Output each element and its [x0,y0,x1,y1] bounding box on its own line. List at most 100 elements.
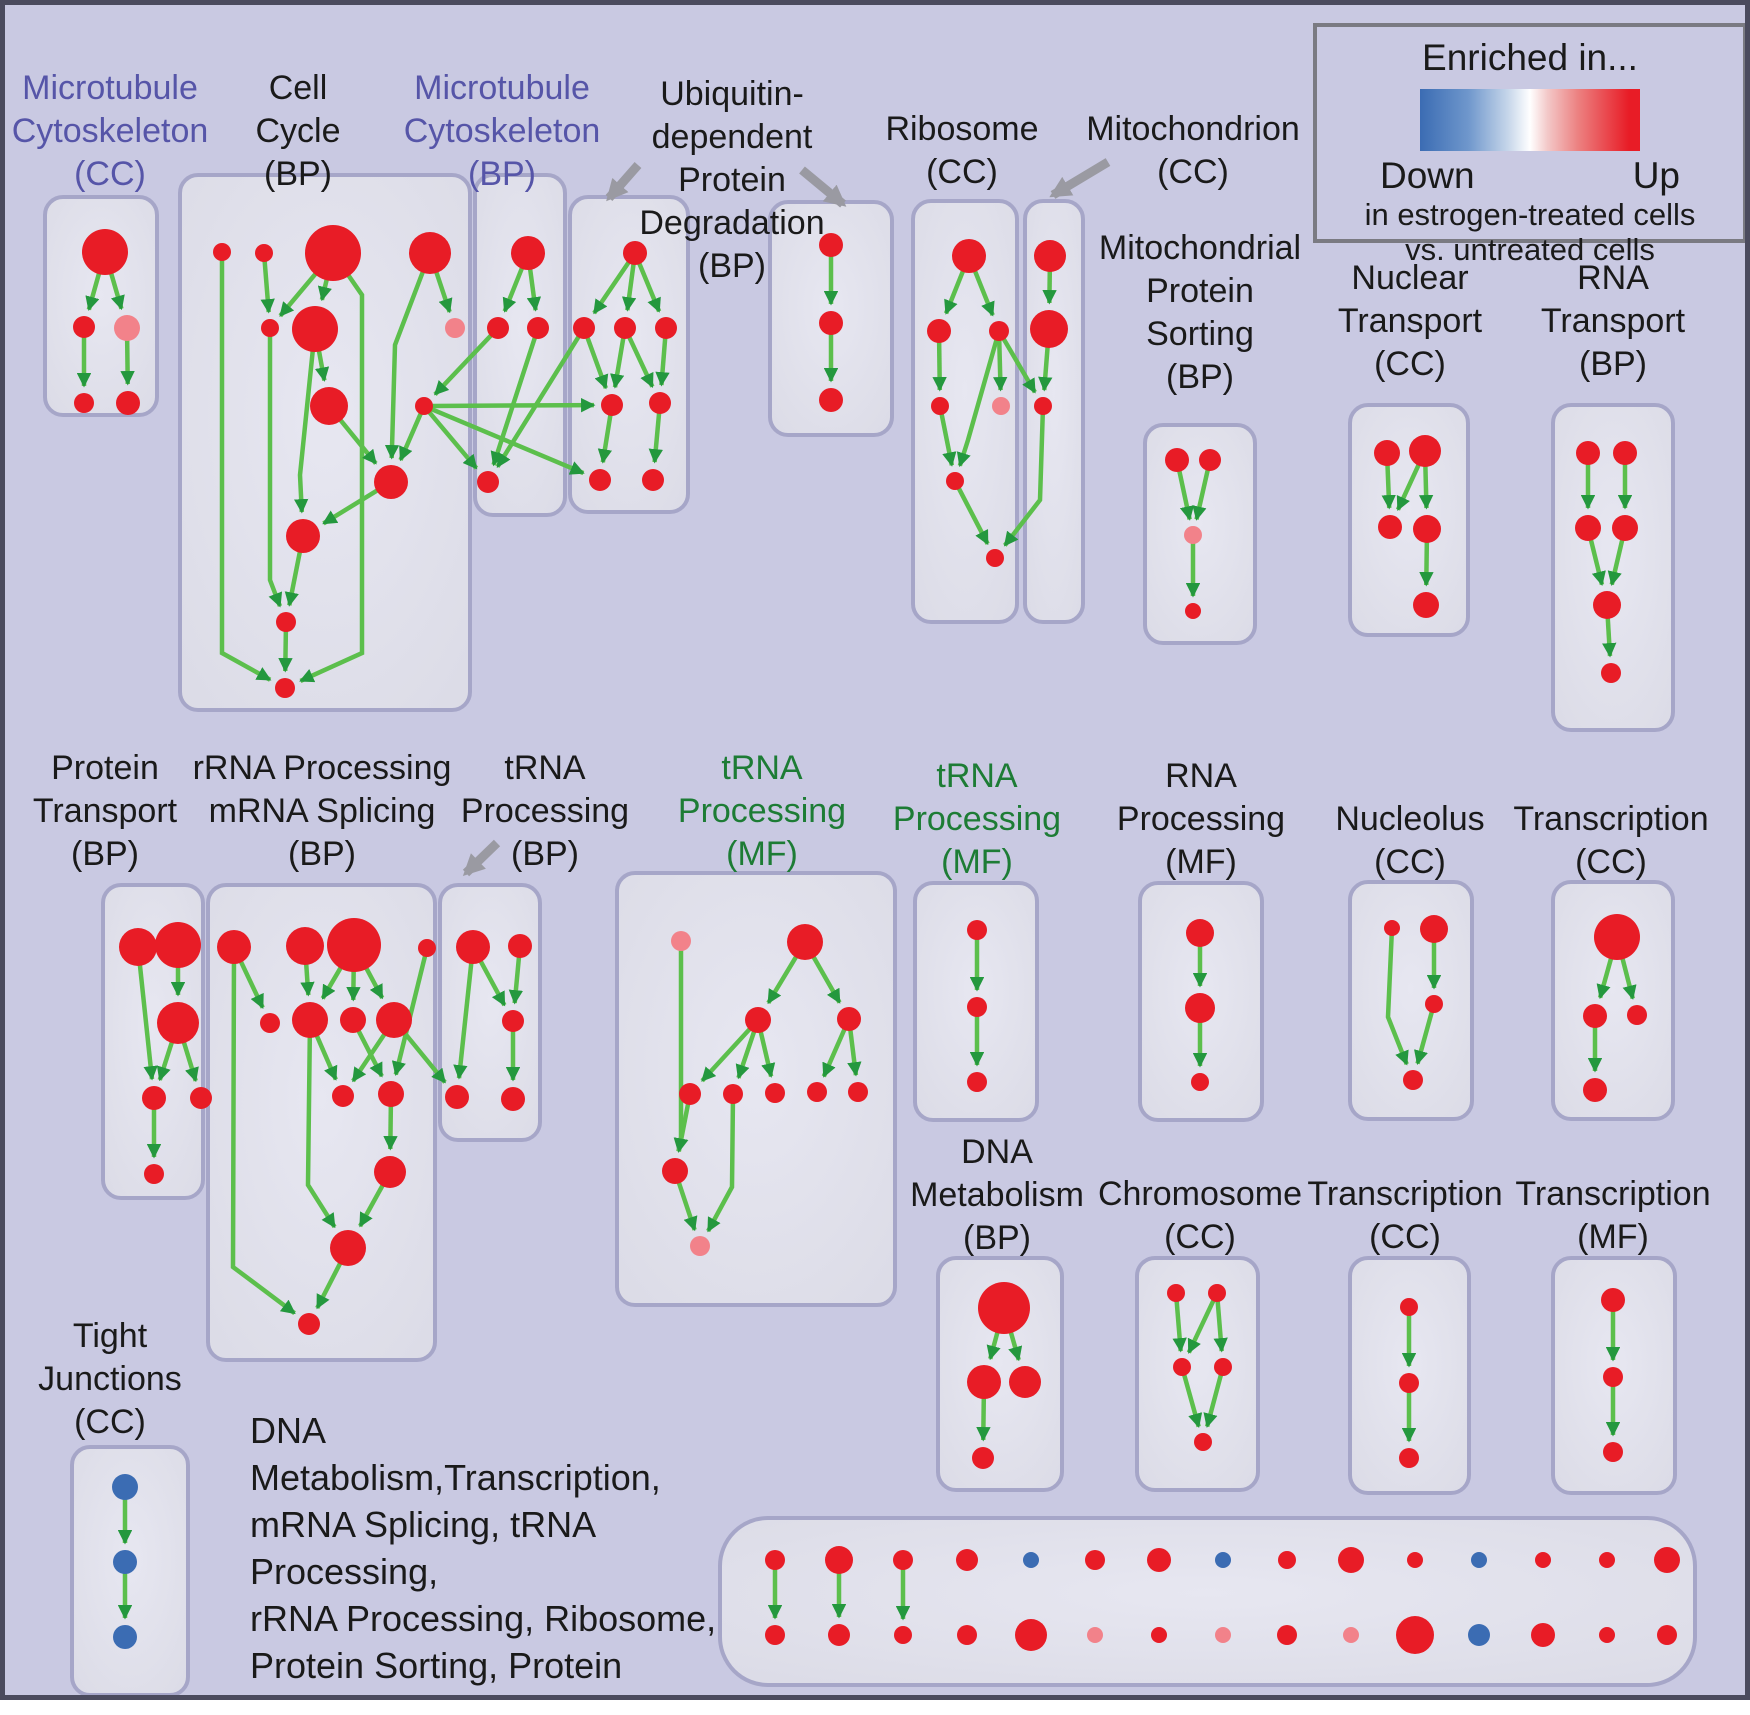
cluster-label-microtubule-cc: Microtubule Cytoskeleton (CC) [11,69,209,193]
edge-m1-m3 [108,271,125,311]
cluster-label-dna-metabolism: DNA Metabolism (BP) [910,1133,1084,1257]
node-rr10 [378,1081,404,1107]
edge-pt1-pt4 [137,963,158,1081]
cluster-box-nuclear-transport [1348,403,1470,637]
node-cc2 [255,244,273,262]
node-h1 [1186,919,1214,947]
cluster-label-mitochondrion: Mitochondrion (CC) [1086,110,1300,191]
node-bt3 [893,1550,913,1570]
node-bt1 [765,1550,785,1570]
edge-cc9-u7 [429,406,585,476]
node-nu3 [1425,995,1443,1013]
node-bb9 [1277,1625,1297,1645]
node-tb2 [508,934,532,958]
edge-r3-t3 [1001,336,1037,394]
node-r5 [992,397,1010,415]
cluster-box-rrna-mrna [206,883,437,1362]
node-s1 [1576,441,1600,465]
edge-cc9-u5 [430,397,596,413]
edge-cc8-cc10 [338,417,378,465]
legend-gradient-bar [1420,89,1640,151]
node-g2 [967,997,987,1017]
node-cc12 [276,612,296,632]
node-bt10 [1338,1547,1364,1573]
node-bt5 [1023,1552,1039,1568]
node-u4 [655,317,677,339]
node-u2 [573,317,595,339]
node-p3 [1184,526,1202,544]
legend: Enriched in... Down Up in estrogen-treat… [1313,23,1745,267]
node-pt1 [119,928,157,966]
node-bb12 [1468,1624,1490,1646]
edge-rr2-rr6 [300,962,315,997]
node-pt6 [144,1164,164,1184]
legend-down-label: Down [1380,155,1475,196]
node-tb3 [502,1010,524,1032]
edge-k3-k5 [700,1026,753,1083]
node-v3 [819,388,843,412]
edge-ch2-ch4 [1213,1299,1228,1353]
cluster-box-microtubule-bp [473,173,567,517]
edge-ch2-ch3 [1186,1298,1217,1354]
node-q2 [1409,435,1441,467]
node-e2 [1399,1373,1419,1393]
legend-caption-line2: vs. untreated cells [1405,232,1655,267]
node-cc4 [409,232,451,274]
cluster-label-protein-transport: Protein Transport (BP) [32,749,178,873]
node-bb1 [765,1625,785,1645]
cluster-label-rrna-mrna: rRNA Processing mRNA Splicing (BP) [192,749,452,873]
node-bb13 [1531,1623,1555,1647]
edge-cc1-cc13 [219,259,272,682]
edge-q4-q5 [1419,540,1434,587]
edge-cc2-cc5 [260,259,275,314]
node-u6 [649,392,671,414]
edge-tb1-tb4 [453,961,474,1080]
edge-cc3-cc5 [278,271,318,318]
node-bt8 [1215,1552,1231,1568]
node-cc10 [374,465,408,499]
node-tb5 [501,1087,525,1111]
edge-pt3-pt4 [156,1040,175,1082]
edge-cc4-cc7 [433,270,453,314]
edge-mb2-cc9 [433,332,494,396]
node-nu2 [1420,915,1448,943]
edge-rr6-rr9 [314,1033,338,1081]
cluster-box-chromosome [1135,1256,1260,1492]
edge-d1-d2 [986,1330,1001,1361]
edge-cc10-cc11 [322,487,380,526]
node-k9 [848,1082,868,1102]
node-bb14 [1599,1627,1615,1643]
node-ch3 [1173,1358,1191,1376]
cluster-label-nuclear-transport: Nuclear Transport (CC) [1337,259,1483,383]
edge-k3-k6 [735,1029,757,1080]
edge-nu3-nu4 [1414,1010,1435,1066]
node-bt14 [1599,1552,1615,1568]
node-s4 [1612,515,1638,541]
edge-r6-r7 [956,486,990,546]
node-d3 [1009,1366,1041,1398]
edge-k6-k11 [706,1101,736,1233]
node-tc2 [1583,1004,1607,1028]
node-bt15 [1654,1547,1680,1573]
edge-r3-r5 [993,338,1008,392]
node-ch4 [1214,1358,1232,1376]
edge-k2-k4 [810,954,842,1004]
edge-tb1-tb3 [478,959,507,1007]
node-d4 [972,1447,994,1469]
node-m4 [74,393,94,413]
edge-q2-q4 [1418,464,1434,510]
edge-u1-u2 [592,260,632,315]
node-q3 [1378,515,1402,539]
cluster-box-rna-transport [1551,403,1675,732]
node-bb2 [828,1624,850,1646]
edge-cc12-cc13 [278,629,293,673]
cluster-box-transcription-cc [1551,880,1675,1121]
node-e1 [1400,1298,1418,1316]
misc-clusters-note: DNA Metabolism,Transcription, mRNA Splic… [250,1410,717,1695]
node-k6 [723,1084,743,1104]
edge-tb2-tb3 [508,955,524,1005]
edge-mb1-mb2 [502,266,525,313]
node-cc6 [292,306,338,352]
node-rr3 [327,918,381,972]
edge-d1-d3 [1008,1330,1023,1362]
